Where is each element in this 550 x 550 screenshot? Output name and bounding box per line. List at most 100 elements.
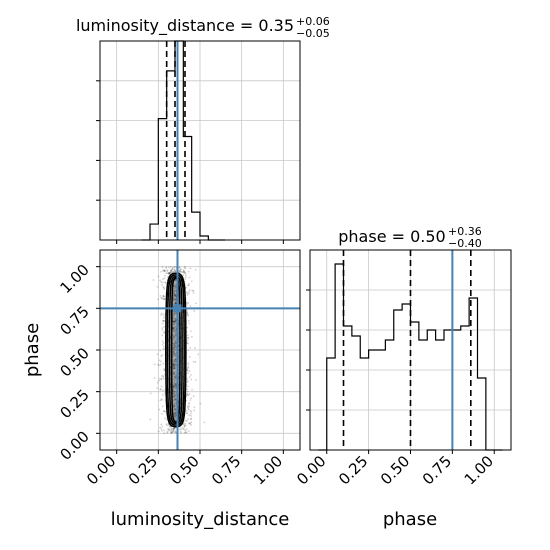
scatter-contours: [165, 272, 187, 428]
sample-point: [158, 359, 161, 362]
sample-point: [159, 349, 162, 352]
sample-point: [172, 353, 175, 356]
sample-point: [173, 381, 176, 384]
sample-point: [161, 340, 164, 343]
sample-point: [186, 292, 189, 295]
sample-point: [187, 342, 190, 345]
sample-point: [187, 284, 190, 287]
sample-point: [188, 422, 191, 424]
sample-point: [183, 424, 186, 427]
sample-point: [170, 269, 173, 272]
sample-point: [165, 267, 168, 270]
sample-point: [163, 410, 166, 412]
sample-point: [173, 393, 176, 396]
sample-point: [189, 305, 192, 307]
sample-point: [160, 312, 163, 315]
sample-point: [182, 427, 185, 430]
sample-point: [174, 320, 177, 322]
sample-point: [168, 266, 170, 269]
sample-point: [188, 405, 191, 407]
sample-point: [172, 385, 175, 387]
sample-point: [172, 366, 175, 368]
sample-point: [175, 298, 177, 301]
sample-point: [180, 270, 183, 273]
sample-point: [173, 314, 176, 316]
sample-point: [192, 395, 195, 398]
sample-point: [159, 313, 162, 316]
sample-point: [164, 281, 167, 284]
sample-point: [187, 430, 190, 433]
sample-point: [173, 284, 176, 287]
sample-point: [167, 272, 170, 275]
sample-point: [173, 407, 176, 410]
sample-point: [166, 276, 169, 279]
sample-point: [173, 363, 175, 365]
sample-point: [161, 322, 164, 325]
sample-point: [188, 402, 191, 404]
sample-point: [173, 412, 175, 415]
sample-point: [187, 418, 189, 421]
sample-point: [162, 374, 165, 377]
sample-point: [160, 360, 162, 363]
sample-point: [187, 336, 189, 339]
sample-point: [159, 388, 162, 391]
phase-x-tick-label: 0.25: [335, 452, 371, 488]
sample-point: [188, 393, 191, 396]
sample-point: [179, 268, 182, 271]
sample-point: [172, 323, 175, 326]
sample-point: [161, 343, 164, 346]
sample-point: [186, 312, 188, 315]
sample-point: [174, 333, 177, 336]
sample-point: [183, 270, 185, 272]
sample-point: [186, 385, 189, 388]
sample-point: [174, 412, 177, 414]
sample-point: [173, 360, 176, 362]
sample-point: [164, 281, 167, 284]
sample-point: [183, 272, 186, 275]
sample-point: [173, 375, 176, 378]
sample-point: [173, 292, 175, 295]
sample-point: [199, 402, 202, 405]
sample-point: [191, 335, 193, 338]
sample-point: [173, 345, 176, 347]
sample-point: [168, 273, 171, 275]
sample-point: [173, 372, 176, 375]
luminosity-distance-axis-label: luminosity_distance: [111, 509, 290, 530]
sample-point: [172, 296, 175, 299]
sample-point: [160, 398, 163, 401]
sample-point: [185, 286, 187, 289]
sample-point: [174, 367, 176, 370]
sample-point: [156, 387, 159, 390]
sample-point: [172, 312, 175, 315]
sample-point: [203, 421, 206, 424]
sample-point: [163, 269, 166, 272]
sample-point: [162, 269, 164, 272]
sample-point: [170, 271, 173, 274]
sample-point: [188, 414, 191, 417]
sample-point: [161, 405, 164, 408]
sample-point: [174, 339, 176, 342]
sample-point: [186, 294, 189, 296]
x-tick-label: 0.75: [208, 452, 244, 488]
sample-point: [190, 421, 193, 424]
sample-point: [172, 430, 175, 432]
sample-point: [173, 353, 176, 355]
phase-quantiles: [342, 250, 472, 450]
sample-point: [187, 362, 189, 365]
sample-point: [187, 408, 190, 411]
sample-point: [172, 428, 175, 431]
sample-point: [174, 354, 177, 357]
sample-point: [174, 269, 177, 272]
sample-point: [149, 418, 152, 421]
sample-point: [190, 417, 192, 420]
sample-point: [172, 395, 175, 398]
sample-point: [182, 422, 185, 425]
sample-point: [174, 302, 177, 305]
sample-point: [183, 265, 186, 268]
sample-point: [175, 414, 177, 417]
sample-point: [185, 304, 188, 306]
sample-point: [187, 363, 190, 366]
sample-point: [186, 369, 189, 372]
sample-point: [161, 327, 164, 330]
sample-point: [174, 358, 177, 361]
